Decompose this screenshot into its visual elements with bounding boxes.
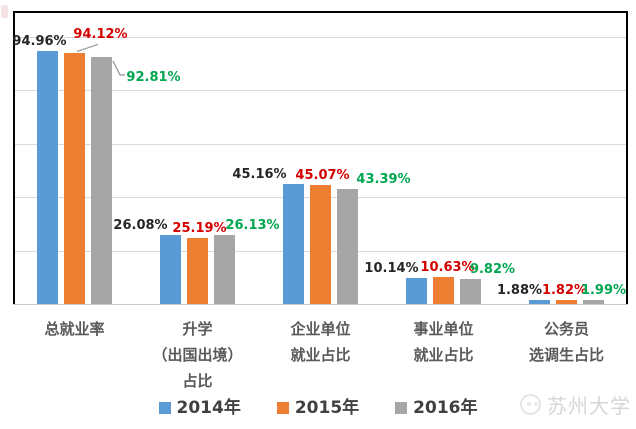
bar-value-label: 94.96% [12, 34, 67, 50]
bar-value-label: 10.63% [420, 259, 475, 275]
watermark-text: 苏州大学 [547, 394, 631, 418]
bar-value-label: 1.82% [541, 283, 588, 299]
bar-2016年-g1 [91, 56, 112, 305]
category-label-g2: 升学 （出国出境） 占比 [118, 316, 278, 394]
legend-label-2014年: 2014年 [176, 398, 241, 418]
leader-line-2016 [112, 60, 125, 76]
bar-value-label: 92.81% [126, 69, 181, 85]
bar-value-label: 43.39% [356, 172, 411, 188]
legend-item-2015年: 2015年 [276, 398, 360, 418]
bar-2016年-g2 [214, 235, 235, 305]
legend-swatch-2015年 [276, 402, 289, 414]
category-label-line: 企业单位 [290, 320, 351, 338]
bar-value-label: 45.16% [232, 167, 287, 183]
category-axis: 总就业率 升学 （出国出境） 占比 企业单位 就业占比 事业单位 就业占比 公务员 选调生占比 [13, 316, 628, 396]
category-label-line: 占比 [182, 372, 213, 390]
bar-value-label: 45.07% [295, 167, 350, 183]
bar-2014年-g2 [160, 235, 181, 305]
x-axis-line [13, 304, 628, 305]
bar-value-label: 94.12% [73, 27, 128, 43]
watermark: 苏州大学 [520, 390, 631, 419]
category-label-line: 就业占比 [413, 346, 474, 364]
legend-label-2015年: 2015年 [294, 398, 360, 418]
bar-value-label: 1.99% [580, 282, 627, 298]
gridline-80 [13, 90, 628, 92]
category-label-g5: 公务员 选调生占比 [487, 316, 636, 368]
category-label-line: 总就业率 [44, 320, 105, 338]
bar-2015年-g2 [187, 237, 208, 305]
plot-border-right [626, 11, 628, 305]
bar-2015年-g4 [433, 276, 454, 305]
category-label-line: 升学 [182, 320, 213, 338]
category-label-g3: 企业单位 就业占比 [241, 316, 401, 368]
category-label-g4: 事业单位 就业占比 [364, 316, 524, 368]
bar-2014年-g4 [406, 277, 427, 305]
category-label-line: 事业单位 [413, 320, 474, 338]
bar-2015年-g3 [310, 184, 331, 305]
soochow-university-logo [520, 394, 541, 415]
bar-value-label: 9.82% [469, 261, 516, 277]
category-label-line: 就业占比 [290, 346, 351, 364]
legend-label-2016年: 2016年 [413, 398, 478, 418]
bar-2014年-g5 [529, 299, 550, 305]
legend-item-2014年: 2014年 [158, 398, 241, 418]
bar-2015年-g5 [556, 300, 577, 305]
bar-2016年-g4 [460, 278, 481, 305]
legend-swatch-2016年 [395, 402, 408, 414]
legend: 2014年 2015年 2016年 [0, 399, 636, 417]
category-label-line: （出国出境） [152, 346, 243, 364]
bar-value-label: 26.08% [113, 218, 168, 234]
category-label-g1: 总就业率 [0, 316, 155, 342]
leader-line-2015 [76, 43, 99, 53]
legend-swatch-2014年 [158, 402, 171, 414]
bar-value-label: 10.14% [364, 260, 419, 276]
bar-value-label: 25.19% [172, 220, 227, 236]
bar-2016年-g5 [583, 299, 604, 305]
bar-2014年-g3 [283, 184, 304, 305]
bar-value-label: 1.88% [496, 282, 543, 298]
gridline-60 [13, 143, 628, 145]
plot-border-left [13, 11, 15, 305]
bar-2014年-g1 [37, 51, 58, 305]
bar-2015年-g1 [64, 53, 85, 305]
legend-item-2016年: 2016年 [395, 399, 477, 417]
category-label-line: 选调生占比 [528, 346, 604, 364]
category-label-line: 公务员 [543, 320, 589, 338]
bar-2016年-g3 [337, 189, 358, 305]
plot-area: 94.96% 26.08% 45.16% 10.14% 1.88% 94.12% 25.19… [12, 11, 628, 305]
plot-border-top [13, 11, 628, 13]
red-corner-mark [1, 5, 8, 18]
gridline-100 [13, 36, 628, 38]
bar-value-label: 26.13% [225, 218, 280, 234]
